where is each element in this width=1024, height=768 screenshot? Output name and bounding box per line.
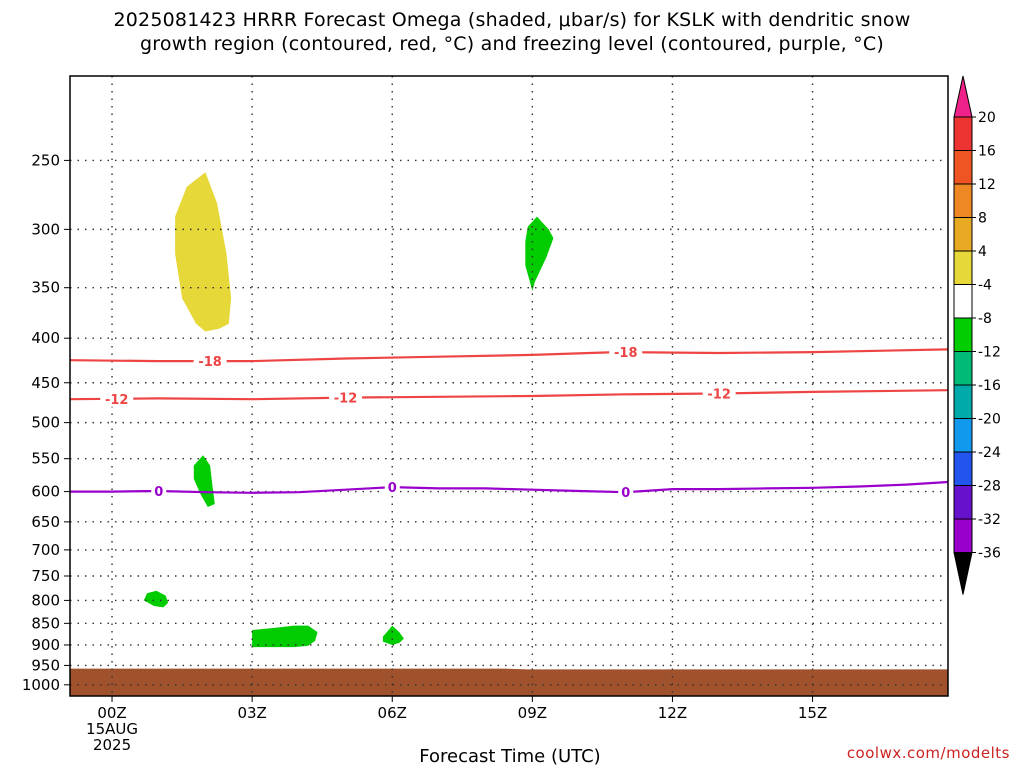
omega-region-5 <box>382 625 404 645</box>
omega-region-1 <box>525 216 554 291</box>
y-tick-label-750: 750 <box>31 567 60 585</box>
x-tick-label-06Z: 06Z <box>378 704 407 722</box>
colorbar-tick-label-8: -16 <box>978 378 1001 394</box>
colorbar-tick-label-0: 20 <box>978 110 996 126</box>
colorbar: 20 16 12 8 4 -4 -8 -12 -16 -20 -24 -28 -32 -36 <box>953 75 1001 595</box>
colorbar-tick-label-10: -24 <box>978 445 1001 461</box>
colorbar-segment-3 <box>953 217 973 252</box>
y-tick-label-700: 700 <box>31 541 60 559</box>
colorbar-segment-6 <box>953 317 973 352</box>
colorbar-tick-label-7: -12 <box>978 345 1001 361</box>
contour-0 <box>70 480 948 494</box>
contour-label-bg-0-1 <box>384 479 400 496</box>
y-tick-label-400: 400 <box>31 329 60 347</box>
colorbar-tick-label-3: 8 <box>978 211 987 227</box>
y-tick-label-850: 850 <box>31 614 60 632</box>
plot-inner: -18 -18 -12 -12 -12 0 0 0 <box>70 76 948 696</box>
y-tick-label-600: 600 <box>31 483 60 501</box>
contour-label-bg-0-2 <box>618 484 634 501</box>
omega-region-4 <box>252 625 318 648</box>
y-tick-label-650: 650 <box>31 513 60 531</box>
contour-label-bg--18-0 <box>193 353 227 370</box>
colorbar-tick-label-13: -36 <box>978 546 1001 562</box>
colorbar-tick-label-6: -8 <box>978 311 992 327</box>
x-tick-label-15Z: 15Z <box>798 704 827 722</box>
colorbar-segment-0 <box>953 116 973 151</box>
contour-label--12-1: -12 <box>334 392 358 407</box>
x-axis-label: Forecast Time (UTC) <box>419 746 601 767</box>
colorbar-segment-7 <box>953 351 973 386</box>
contour--18 <box>70 348 948 363</box>
colorbar-bottom-arrow <box>953 552 973 595</box>
colorbar-tick-label-11: -28 <box>978 479 1001 495</box>
colorbar-tick-label-2: 12 <box>978 177 996 193</box>
colorbar-segment-8 <box>953 384 973 419</box>
colorbar-segment-4 <box>953 250 973 285</box>
y-tick-label-300: 300 <box>31 220 60 238</box>
x-tick-label-00Z: 00Z <box>97 704 126 722</box>
y-tick-label-450: 450 <box>31 374 60 392</box>
y-tick-label-250: 250 <box>31 151 60 169</box>
y-tick-label-950: 950 <box>31 656 60 674</box>
colorbar-segment-1 <box>953 150 973 185</box>
colorbar-segment-2 <box>953 183 973 218</box>
omega-region-0 <box>175 172 232 332</box>
y-tick-label-900: 900 <box>31 636 60 654</box>
contour-label--12-2: -12 <box>707 388 731 403</box>
contour-label-0-1: 0 <box>388 481 397 496</box>
chart-title: 2025081423 HRRR Forecast Omega (shaded, … <box>0 8 1024 56</box>
colorbar-segment-11 <box>953 485 973 520</box>
contour-label-bg--12-2 <box>702 385 736 402</box>
colorbar-tick-label-4: 4 <box>978 244 987 260</box>
colorbar-top-arrow <box>953 75 973 118</box>
x-tick-label-03Z: 03Z <box>237 704 266 722</box>
contour-label--12-0: -12 <box>105 393 129 408</box>
plot-area: -18 -18 -12 -12 -12 0 0 0 250 300 350 400 450 500 550 6… <box>22 75 949 754</box>
terrain-surface <box>70 668 948 696</box>
contour-label-0-2: 0 <box>621 486 630 501</box>
x-tick-sublabel-0: 15AUG <box>86 720 138 738</box>
omega-region-3 <box>143 590 169 608</box>
contour-label-bg--12-1 <box>329 389 363 406</box>
contour-label--18-0: -18 <box>198 355 222 370</box>
contour-label-bg-0-0 <box>151 482 167 499</box>
omega-region-2 <box>193 455 215 507</box>
contour-label-bg--12-0 <box>100 390 134 407</box>
chart-title-line-1: 2025081423 HRRR Forecast Omega (shaded, … <box>113 9 911 31</box>
y-tick-label-800: 800 <box>31 591 60 609</box>
colorbar-tick-label-1: 16 <box>978 144 996 160</box>
contour-label--18-1: -18 <box>614 346 638 361</box>
x-tick-label-12Z: 12Z <box>658 704 687 722</box>
x-tick-sublabel-1: 2025 <box>93 736 131 754</box>
contour-label-bg--18-1 <box>609 344 643 361</box>
colorbar-segment-10 <box>953 451 973 486</box>
credit-link[interactable]: coolwx.com/modelts <box>846 744 1010 762</box>
chart-title-line-2: growth region (contoured, red, °C) and f… <box>140 33 884 55</box>
contour-label-0-0: 0 <box>154 485 163 500</box>
y-tick-label-350: 350 <box>31 279 60 297</box>
colorbar-tick-label-9: -20 <box>978 412 1001 428</box>
colorbar-segment-9 <box>953 418 973 453</box>
colorbar-tick-label-5: -4 <box>978 278 992 294</box>
contour--12 <box>70 389 948 401</box>
x-tick-label-09Z: 09Z <box>518 704 547 722</box>
plot-frame <box>69 75 949 697</box>
y-tick-label-1000: 1000 <box>22 676 60 694</box>
colorbar-tick-label-12: -32 <box>978 512 1001 528</box>
colorbar-segment-12 <box>953 518 973 553</box>
y-tick-label-500: 500 <box>31 414 60 432</box>
y-tick-label-550: 550 <box>31 450 60 468</box>
colorbar-segment-5 <box>953 284 973 319</box>
